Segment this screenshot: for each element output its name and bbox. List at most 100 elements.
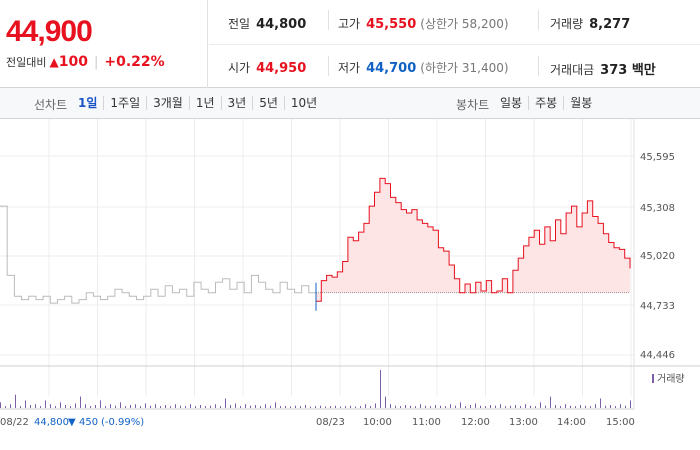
volume-bar — [335, 405, 336, 408]
volume-bar — [520, 406, 521, 408]
volume-stat: 거래량 8,277 — [550, 15, 630, 32]
volume-bar — [120, 402, 121, 408]
volume-bar — [510, 405, 511, 408]
down-triangle-icon: ▼ — [68, 417, 76, 428]
tab-5-years[interactable]: 5년 — [252, 96, 284, 110]
x-tick-label: 11:00 — [412, 417, 441, 428]
volume-bar — [490, 405, 491, 408]
tab-3-years[interactable]: 3년 — [220, 96, 253, 110]
volume-bar — [315, 406, 316, 408]
volume-bar — [0, 402, 1, 408]
row-divider — [209, 44, 700, 45]
y-tick-label: 44,733 — [640, 301, 675, 312]
volume-bar — [350, 405, 351, 408]
volume-bar — [240, 406, 241, 408]
tab-monthly-candle[interactable]: 월봉 — [563, 96, 598, 110]
tab-1-week[interactable]: 1주일 — [103, 96, 146, 110]
volume-bar — [625, 405, 626, 408]
volume-bar — [110, 404, 111, 408]
tab-1-day[interactable]: 1일 — [78, 96, 98, 110]
trade-amount-label: 거래대금 — [550, 63, 595, 77]
intraday-price-chart[interactable]: 45,595 45,308 45,020 44,733 44,446 거래량 0… — [0, 119, 700, 450]
tab-daily-candle[interactable]: 일봉 — [500, 96, 523, 110]
volume-bar — [385, 396, 386, 408]
lower-limit: (하한가 31,400) — [420, 61, 509, 75]
volume-bar — [65, 405, 66, 408]
volume-bar — [495, 405, 496, 408]
volume-bar — [205, 406, 206, 408]
volume-bar — [535, 406, 536, 408]
tab-3-months[interactable]: 3개월 — [146, 96, 189, 110]
divider: | — [93, 54, 99, 70]
volume-bar — [150, 405, 151, 408]
volume-bar — [435, 405, 436, 408]
change-label: 전일대비 — [6, 56, 47, 69]
volume-bars — [0, 370, 631, 408]
volume-bar — [155, 404, 156, 408]
volume-bar — [190, 404, 191, 408]
high-stat: 고가 45,550 (상한가 58,200) — [338, 15, 509, 32]
tab-weekly-candle[interactable]: 주봉 — [528, 96, 563, 110]
volume-bar — [195, 406, 196, 408]
volume-bar — [225, 398, 226, 408]
current-price-box: 44,900 전일대비 ▲ 100 | +0.22% — [0, 0, 208, 88]
volume-bar — [215, 404, 216, 408]
volume-bar — [20, 406, 21, 408]
volume-bar — [165, 405, 166, 408]
volume-bar — [530, 405, 531, 408]
volume-bar — [130, 405, 131, 408]
volume-bar — [460, 402, 461, 408]
volume-bar — [465, 406, 466, 408]
today-line — [316, 177, 631, 302]
volume-bar — [200, 405, 201, 408]
y-tick-label: 45,020 — [640, 251, 675, 262]
prev-day-close: 44,800 — [34, 417, 69, 428]
volume-bar — [25, 400, 26, 408]
divider — [328, 56, 329, 76]
x-tick-label: 08/23 — [316, 417, 345, 428]
line-chart-label: 선차트 — [34, 98, 68, 112]
volume-bar — [375, 403, 376, 408]
volume-bar — [105, 406, 106, 408]
volume-bar — [575, 406, 576, 408]
upper-limit: (상한가 58,200) — [420, 17, 509, 31]
volume-bar — [470, 405, 471, 408]
volume-bar — [115, 405, 116, 408]
prev-day-change: 450 — [79, 417, 98, 428]
trade-amount-stat: 거래대금 373 백만 — [550, 59, 656, 78]
volume-bar — [370, 406, 371, 408]
volume-bar — [360, 406, 361, 408]
volume-bar — [320, 405, 321, 408]
x-tick-label: 12:00 — [461, 417, 490, 428]
divider — [538, 56, 539, 76]
change-row: 전일대비 ▲ 100 | +0.22% — [6, 54, 165, 70]
volume-label: 거래량 — [550, 17, 584, 31]
volume-bar — [445, 406, 446, 408]
volume-bar — [410, 405, 411, 408]
volume-bar — [140, 406, 141, 408]
volume-bar — [590, 406, 591, 408]
volume-bar — [55, 406, 56, 408]
prev-day-percent: (-0.99%) — [101, 417, 144, 428]
volume-bar — [555, 405, 556, 408]
volume-bar — [300, 406, 301, 408]
volume-bar — [440, 405, 441, 408]
volume-bar — [270, 405, 271, 408]
tab-10-years[interactable]: 10년 — [283, 96, 323, 110]
period-tabs: 1일 1주일 3개월 1년 3년 5년 10년 — [72, 96, 323, 110]
volume-bar — [630, 400, 631, 408]
low-value: 44,700 — [366, 61, 417, 76]
volume-bar — [390, 404, 391, 408]
volume-bar — [560, 406, 561, 408]
volume-bar — [605, 405, 606, 408]
volume-bar — [275, 402, 276, 408]
prev-close-stat: 전일 44,800 — [228, 15, 306, 32]
volume-bar — [365, 404, 366, 408]
x-tick-label: 15:00 — [606, 417, 635, 428]
volume-bar — [400, 406, 401, 408]
tab-1-year[interactable]: 1년 — [188, 96, 221, 110]
volume-bar — [15, 394, 16, 408]
open-value: 44,950 — [256, 61, 307, 76]
volume-bar — [260, 406, 261, 408]
candle-tabs: 일봉 주봉 월봉 — [494, 96, 598, 110]
